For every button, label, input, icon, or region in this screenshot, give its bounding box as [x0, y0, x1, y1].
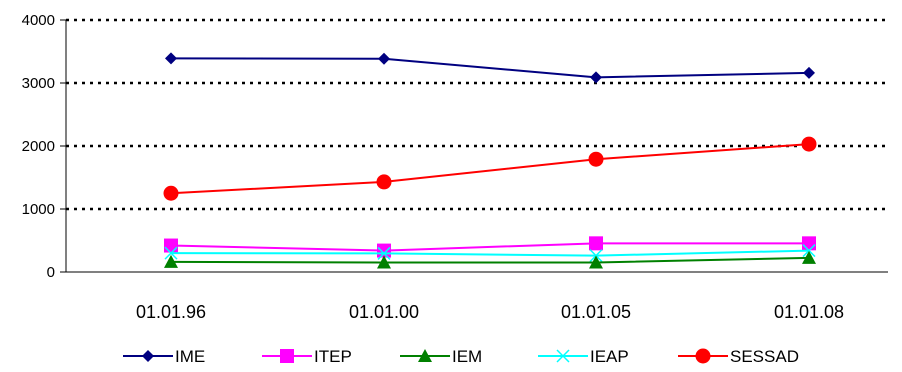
triangle-marker [164, 254, 178, 268]
triangle-marker [377, 255, 391, 269]
diamond-marker [803, 66, 815, 79]
legend-item-iem: IEM [400, 347, 482, 366]
square-marker [802, 236, 816, 251]
square-marker [280, 349, 294, 363]
legend-label: IEM [452, 347, 482, 366]
series-line [170, 242, 809, 252]
series-line [170, 256, 810, 264]
circle-marker [801, 136, 817, 152]
triangle-marker [589, 255, 603, 269]
series-line [170, 57, 810, 79]
y-tick-labels: 0 1000 2000 3000 4000 [22, 12, 55, 281]
legend-item-ieap: IEAP [538, 347, 629, 366]
legend-item-itep: ITEP [262, 347, 352, 366]
legend-label: IEAP [590, 347, 629, 366]
diamond-marker [378, 52, 390, 65]
x-marker [377, 246, 391, 260]
x-tick-label: 01.01.08 [774, 302, 844, 322]
series [163, 52, 817, 269]
diamond-marker [590, 71, 602, 84]
series-line [170, 143, 810, 195]
x-marker [802, 244, 816, 258]
series-line [170, 249, 810, 257]
axes [60, 19, 888, 273]
circle-marker [695, 348, 711, 364]
legend-item-ime: IME [123, 347, 205, 366]
x-tick-label: 01.01.05 [561, 302, 631, 322]
y-tick-label: 1000 [22, 201, 55, 218]
legend-label: ITEP [314, 347, 352, 366]
legend-label: IME [175, 347, 205, 366]
y-tick-label: 2000 [22, 138, 55, 155]
series-iem [164, 250, 816, 269]
circle-marker [588, 151, 604, 167]
x-marker [164, 246, 178, 260]
circle-marker [163, 185, 179, 201]
gridlines [66, 18, 888, 211]
y-tick-label: 3000 [22, 75, 55, 92]
y-tick-label: 0 [47, 264, 55, 281]
square-marker [589, 236, 603, 251]
legend: IME ITEP IEM IEAP SESSAD [123, 347, 799, 366]
x-marker [556, 349, 570, 363]
square-marker [377, 243, 391, 258]
x-tick-labels: 01.01.96 01.01.00 01.01.05 01.01.08 [136, 302, 844, 322]
diamond-marker [142, 350, 154, 362]
legend-label: SESSAD [730, 347, 799, 366]
square-marker [164, 238, 178, 253]
x-tick-label: 01.01.96 [136, 302, 206, 322]
triangle-marker [802, 250, 816, 264]
circle-marker [376, 174, 392, 190]
diamond-marker [165, 52, 177, 65]
y-tick-label: 4000 [22, 12, 55, 29]
series-ime [165, 52, 815, 84]
triangle-marker [418, 349, 432, 362]
x-tick-label: 01.01.00 [349, 302, 419, 322]
legend-item-sessad: SESSAD [678, 347, 799, 366]
series-sessad [163, 136, 817, 201]
